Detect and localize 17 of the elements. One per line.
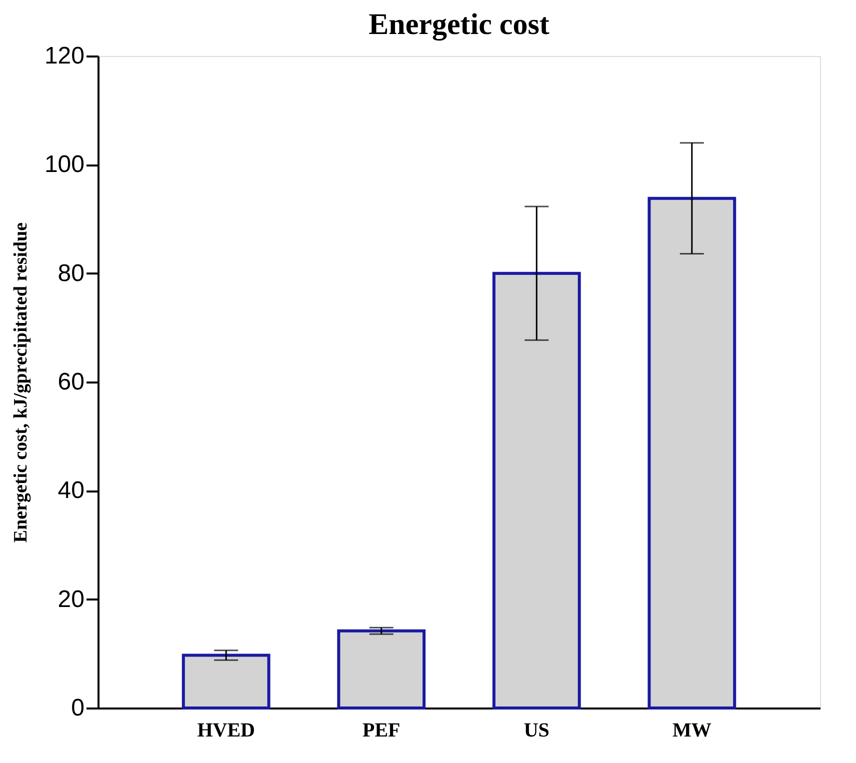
- bar: [182, 654, 270, 710]
- bar: [648, 196, 736, 710]
- x-tick-label: PEF: [362, 720, 400, 742]
- y-tick-label: 20: [58, 586, 84, 613]
- x-tick-label: MW: [672, 720, 712, 742]
- y-axis-title: Energetic cost, kJ/gprecipitated residue: [10, 222, 32, 543]
- y-tick-label: 100: [44, 151, 84, 178]
- bar: [492, 272, 581, 710]
- y-tick-label: 60: [58, 368, 84, 396]
- chart-title: Energetic cost: [368, 8, 550, 41]
- y-tick-label: 40: [58, 477, 84, 504]
- x-tick-label: US: [524, 720, 550, 742]
- x-tick-label: HVED: [197, 720, 255, 742]
- y-tick-label: 120: [44, 42, 84, 70]
- bar: [337, 629, 426, 710]
- y-tick-label: 0: [71, 694, 84, 722]
- y-tick-label: 80: [58, 260, 84, 287]
